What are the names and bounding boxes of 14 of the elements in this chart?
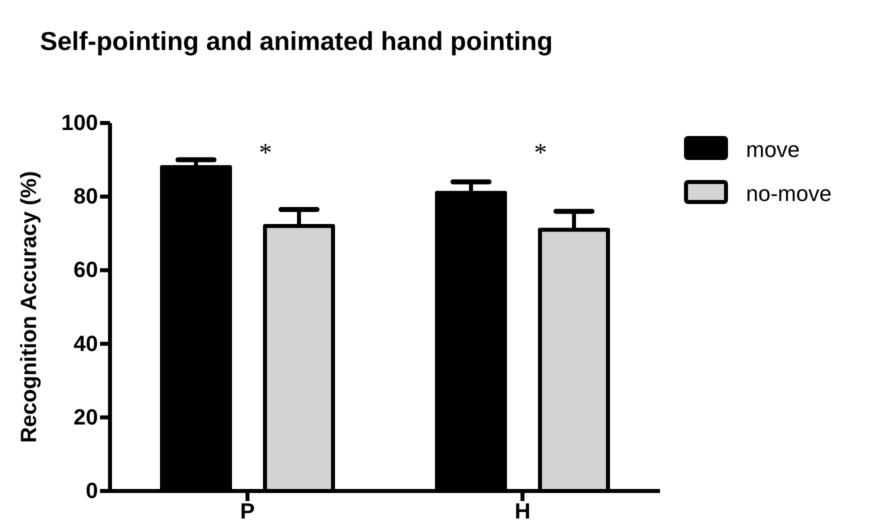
legend-label: move: [746, 137, 800, 162]
y-axis-title: Recognition Accuracy (%): [16, 171, 41, 443]
x-tick-label: P: [240, 498, 255, 524]
legend-label: no-move: [746, 181, 832, 206]
y-tick-label: 40: [74, 330, 98, 356]
y-tick-label: 60: [74, 257, 98, 282]
x-tick-label: H: [514, 498, 530, 524]
y-tick-label: 100: [61, 110, 98, 136]
y-tick-label: 80: [74, 184, 98, 209]
y-tick-label: 20: [74, 404, 98, 430]
annotation: *: [259, 138, 272, 167]
chart-title: Self-pointing and animated hand pointing: [40, 26, 553, 56]
annotation: *: [534, 138, 547, 167]
y-tick-label: 0: [86, 478, 98, 504]
